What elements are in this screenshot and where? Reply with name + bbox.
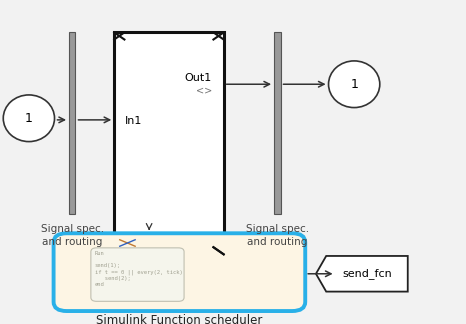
Text: 1: 1 [350,78,358,91]
Polygon shape [316,256,408,292]
Text: Signal spec.
and routing: Signal spec. and routing [246,224,309,247]
Text: Out1: Out1 [185,73,212,83]
Text: send_fcn: send_fcn [342,268,392,279]
Bar [114,32,224,254]
Text: In1: In1 [125,117,142,126]
Bar [274,32,281,214]
Text: Run

send(1);
if t == 0 || every(2, tick)
   send(2);
end: Run send(1); if t == 0 || every(2, tick)… [95,251,182,287]
Text: Signal spec.
and routing: Signal spec. and routing [41,224,104,247]
FancyBboxPatch shape [91,248,184,301]
Text: Simulink Function scheduler: Simulink Function scheduler [96,314,263,324]
Bar [69,32,75,214]
Ellipse shape [329,61,380,108]
FancyBboxPatch shape [54,233,305,311]
Text: <>: <> [196,86,212,96]
Text: 1: 1 [25,112,33,125]
Ellipse shape [3,95,55,142]
